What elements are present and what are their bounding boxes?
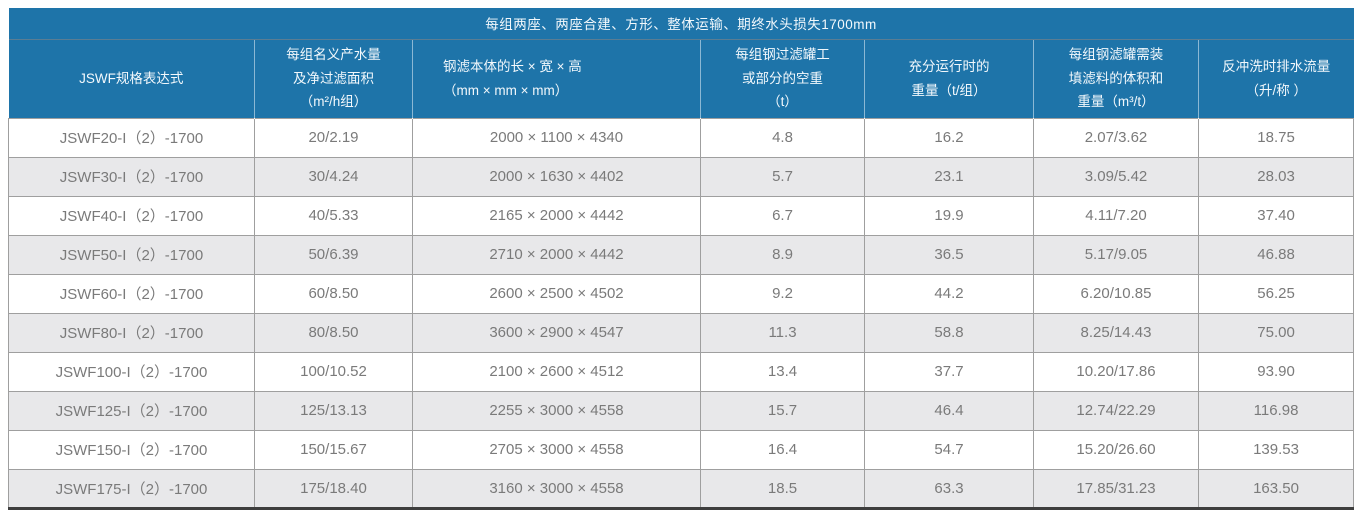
table-cell: 40/5.33	[254, 195, 413, 236]
table-cell: 28.03	[1197, 156, 1355, 197]
table-cell: 6.7	[700, 195, 865, 236]
table-cell: 13.4	[700, 351, 865, 392]
spec-table: 每组两座、两座合建、方形、整体运输、期终水头损失1700mm JSWF规格表达式…	[8, 8, 1355, 510]
table-cell: 30/4.24	[254, 156, 413, 197]
table-cell: JSWF175-I（2）-1700	[8, 468, 255, 509]
table-cell: JSWF30-I（2）-1700	[8, 156, 255, 197]
table-cell: 19.9	[864, 195, 1034, 236]
table-cell: 6.20/10.85	[1033, 273, 1199, 314]
table-row: JSWF150-I（2）-1700 150/15.67 2705 × 3000 × …	[8, 429, 1355, 470]
table-cell: 2600 × 2500 × 4502	[412, 273, 701, 314]
table-cell: 3160 × 3000 × 4558	[412, 468, 701, 509]
table-cell: 2100 × 2600 × 4512	[412, 351, 701, 392]
table-cell: 5.7	[700, 156, 865, 197]
table-cell: 37.40	[1197, 195, 1355, 236]
table-cell: 2255 × 3000 × 4558	[412, 390, 701, 431]
table-cell: 37.7	[864, 351, 1034, 392]
table-header: 每组两座、两座合建、方形、整体运输、期终水头损失1700mm JSWF规格表达式…	[8, 8, 1354, 118]
table-cell: 20/2.19	[254, 117, 413, 158]
table-body: JSWF20-I（2）-1700 20/2.19 2000 × 1100 × 434…	[8, 117, 1355, 509]
table-cell: 175/18.40	[254, 468, 413, 509]
table-cell: 15.20/26.60	[1033, 429, 1199, 470]
table-cell: 36.5	[864, 234, 1034, 275]
table-cell: 4.8	[700, 117, 865, 158]
column-header-spec: JSWF规格表达式	[8, 39, 255, 118]
table-cell: 80/8.50	[254, 312, 413, 353]
table-cell: 93.90	[1197, 351, 1355, 392]
table-cell: 139.53	[1197, 429, 1355, 470]
table-cell: JSWF100-I（2）-1700	[8, 351, 255, 392]
table-cell: 11.3	[700, 312, 865, 353]
table-cell: JSWF80-I（2）-1700	[8, 312, 255, 353]
table-cell: 18.75	[1197, 117, 1355, 158]
table-row: JSWF20-I（2）-1700 20/2.19 2000 × 1100 × 434…	[8, 117, 1355, 158]
table-cell: 2705 × 3000 × 4558	[412, 429, 701, 470]
table-cell: 150/15.67	[254, 429, 413, 470]
table-cell: JSWF40-I（2）-1700	[8, 195, 255, 236]
table-cell: 18.5	[700, 468, 865, 509]
table-cell: JSWF20-I（2）-1700	[8, 117, 255, 158]
table-cell: JSWF125-I（2）-1700	[8, 390, 255, 431]
table-cell: 3.09/5.42	[1033, 156, 1199, 197]
table-cell: 9.2	[700, 273, 865, 314]
column-header-empty-weight: 每组钢过滤罐工 或部分的空重 （t）	[700, 39, 865, 118]
table-cell: 54.7	[864, 429, 1034, 470]
table-row: JSWF60-I（2）-1700 60/8.50 2600 × 2500 × 450…	[8, 273, 1355, 314]
table-cell: 58.8	[864, 312, 1034, 353]
table-cell: JSWF150-I（2）-1700	[8, 429, 255, 470]
table-cell: 2710 × 2000 × 4442	[412, 234, 701, 275]
table-cell: 16.2	[864, 117, 1034, 158]
table-cell: 16.4	[700, 429, 865, 470]
table-cell: 2000 × 1100 × 4340	[412, 117, 701, 158]
table-cell: 2000 × 1630 × 4402	[412, 156, 701, 197]
table-cell: 63.3	[864, 468, 1034, 509]
table-row: JSWF50-I（2）-1700 50/6.39 2710 × 2000 × 444…	[8, 234, 1355, 275]
table-cell: 125/13.13	[254, 390, 413, 431]
table-cell: 100/10.52	[254, 351, 413, 392]
column-header-dimensions: 钢滤本体的长 × 宽 × 高 （mm × mm × mm）	[412, 39, 701, 118]
table-cell: JSWF60-I（2）-1700	[8, 273, 255, 314]
table-cell: 4.11/7.20	[1033, 195, 1199, 236]
table-row: JSWF80-I（2）-1700 80/8.50 3600 × 2900 × 454…	[8, 312, 1355, 353]
table-cell: 5.17/9.05	[1033, 234, 1199, 275]
column-header-row: JSWF规格表达式 每组名义产水量 及净过滤面积 （m²/h组） 钢滤本体的长 …	[8, 39, 1354, 118]
table-row: JSWF30-I（2）-1700 30/4.24 2000 × 1630 × 440…	[8, 156, 1355, 197]
banner-row: 每组两座、两座合建、方形、整体运输、期终水头损失1700mm	[8, 8, 1354, 40]
table-row: JSWF40-I（2）-1700 40/5.33 2165 × 2000 × 444…	[8, 195, 1355, 236]
table-cell: 116.98	[1197, 390, 1355, 431]
table-cell: 2165 × 2000 × 4442	[412, 195, 701, 236]
table-cell: 15.7	[700, 390, 865, 431]
table-cell: 56.25	[1197, 273, 1355, 314]
table-cell: 23.1	[864, 156, 1034, 197]
table-banner: 每组两座、两座合建、方形、整体运输、期终水头损失1700mm	[8, 8, 1354, 40]
table-cell: JSWF50-I（2）-1700	[8, 234, 255, 275]
table-cell: 17.85/31.23	[1033, 468, 1199, 509]
table-cell: 10.20/17.86	[1033, 351, 1199, 392]
table-row: JSWF100-I（2）-1700 100/10.52 2100 × 2600 × …	[8, 351, 1355, 392]
column-header-operating-weight: 充分运行时的 重量（t/组）	[864, 39, 1034, 118]
table-cell: 60/8.50	[254, 273, 413, 314]
column-header-capacity: 每组名义产水量 及净过滤面积 （m²/h组）	[254, 39, 413, 118]
table-cell: 12.74/22.29	[1033, 390, 1199, 431]
table-row: JSWF175-I（2）-1700 175/18.40 3160 × 3000 × …	[8, 468, 1355, 509]
table-cell: 46.88	[1197, 234, 1355, 275]
table-cell: 75.00	[1197, 312, 1355, 353]
column-header-media-volume: 每组钢滤罐需装 填滤料的体积和 重量（m³/t）	[1033, 39, 1199, 118]
table-cell: 163.50	[1197, 468, 1355, 509]
table-cell: 50/6.39	[254, 234, 413, 275]
table-cell: 2.07/3.62	[1033, 117, 1199, 158]
table-cell: 8.25/14.43	[1033, 312, 1199, 353]
table-cell: 44.2	[864, 273, 1034, 314]
table-cell: 3600 × 2900 × 4547	[412, 312, 701, 353]
table-cell: 8.9	[700, 234, 865, 275]
table-cell: 46.4	[864, 390, 1034, 431]
table-row: JSWF125-I（2）-1700 125/13.13 2255 × 3000 × …	[8, 390, 1355, 431]
column-header-backwash-flow: 反冲洗时排水流量 （升/称 ）	[1197, 39, 1354, 118]
